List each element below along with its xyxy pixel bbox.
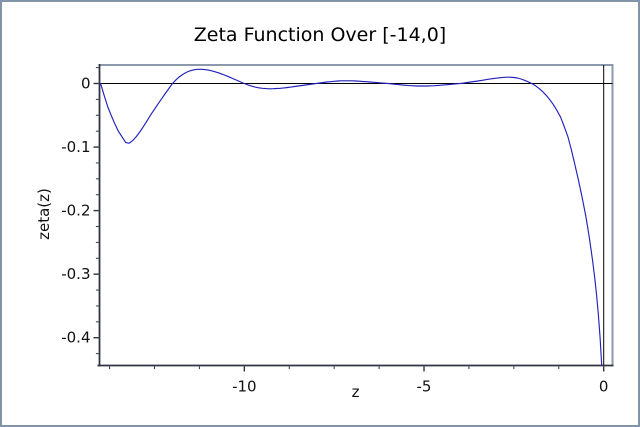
x-tick-label: 0: [599, 378, 609, 396]
zeta-curve: [100, 68, 603, 366]
y-axis-label: zeta(z): [35, 188, 53, 240]
x-tick-label: -10: [232, 378, 257, 396]
y-tick-label: -0.4: [61, 329, 90, 347]
y-tick-label: -0.2: [61, 202, 90, 220]
chart-title: Zeta Function Over [-14,0]: [193, 24, 447, 46]
x-tick-label: -5: [417, 378, 432, 396]
x-axis-label: z: [351, 383, 360, 401]
y-tick-label: 0: [81, 74, 91, 92]
y-tick-label: -0.1: [61, 138, 90, 156]
y-tick-label: -0.3: [61, 265, 90, 283]
